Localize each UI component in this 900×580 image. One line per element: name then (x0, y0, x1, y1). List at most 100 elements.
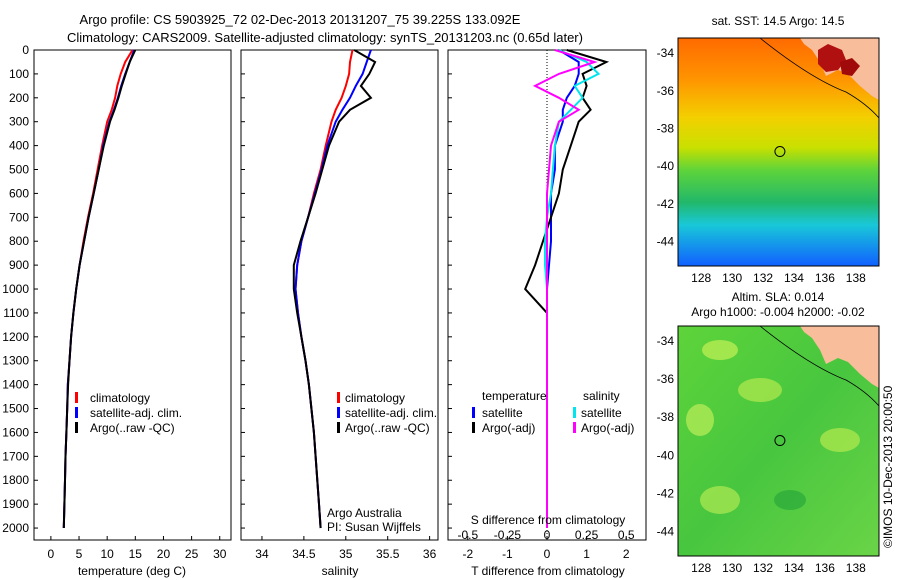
legend-swatch-climatology (337, 392, 340, 403)
lat-tick-label: -36 (657, 372, 675, 386)
depth-tick-label: 900 (9, 258, 29, 272)
temperature-legend: climatology satellite-adj. clim. Argo(..… (75, 391, 182, 435)
lon-tick-label: 130 (722, 271, 742, 285)
depth-tick-label: 1100 (3, 306, 29, 320)
depth-tick-label: 1200 (2, 330, 29, 344)
salinity-xlabel: salinity (322, 564, 359, 578)
depth-tick-labels: 0 100 200 300 400 500 600 700 800 900 1000 1100 1200… (2, 43, 29, 535)
sla-anomaly-patch (700, 486, 740, 514)
sst-map-frame (677, 37, 880, 267)
difference-legend: temperature satellite Argo(-adj) salinit… (472, 389, 634, 435)
x-tick-label: 25 (185, 547, 199, 561)
lat-tick-label: -36 (657, 84, 675, 98)
legend-swatch-t-satellite (472, 407, 475, 418)
sla-map-title-line-1: Altim. SLA: 0.014 (732, 290, 825, 304)
legend-swatch-t-argo (472, 422, 475, 433)
argo-float-marker (774, 146, 786, 158)
lon-tick-label: 134 (784, 271, 804, 285)
legend-swatch-argo (75, 422, 78, 433)
lon-tick-label: 130 (722, 561, 742, 575)
salinity-series (292, 49, 377, 529)
lon-tick-label: 134 (784, 561, 804, 575)
legend-header-salinity: salinity (583, 389, 620, 403)
legend-label-argo: Argo(..raw -QC) (90, 421, 175, 435)
lon-tick-label: 138 (846, 271, 866, 285)
lat-tick-label: -42 (657, 486, 675, 500)
gulf-warm-water (840, 58, 860, 76)
coastline-land (800, 326, 879, 388)
sst-map-panel: sat. SST: 14.5 Argo: 14.5 (657, 14, 880, 285)
x-tick-label: 5 (76, 547, 83, 561)
x-tick-label: 1 (583, 547, 590, 561)
sla-anomaly-patch (686, 404, 714, 436)
depth-tick-label: 700 (9, 210, 29, 224)
lon-tick-label: 136 (815, 561, 835, 575)
s-tick-label: 0 (544, 528, 551, 542)
depth-tick-label: 600 (9, 186, 29, 200)
depth-tick-label: 1900 (2, 497, 29, 511)
x-tick-label: 35 (339, 547, 353, 561)
x-tick-label: 20 (157, 547, 171, 561)
sla-lon-tick-labels: 128 130 132 134 136 138 (691, 561, 866, 575)
annotation-argo-australia: Argo Australia (327, 506, 402, 520)
legend-swatch-satellite (337, 407, 340, 418)
legend-label-satellite: satellite-adj. clim. (90, 406, 182, 420)
lon-tick-label: 128 (691, 271, 711, 285)
depth-tick-label: 1400 (2, 378, 29, 392)
temperature-panel: 0100200300400500600700800900100011001200… (2, 43, 232, 578)
depth-tick-label: 800 (9, 234, 29, 248)
lat-tick-label: -34 (657, 46, 675, 60)
legend-label-climatology: climatology (90, 391, 150, 405)
depth-tick-label: 200 (9, 91, 29, 105)
depth-tick-label: 300 (9, 115, 29, 129)
salinity-legend: climatology satellite-adj. clim. Argo(..… (337, 391, 437, 435)
s-tick-label: 0.25 (575, 528, 599, 542)
temperature-series (62, 49, 137, 529)
sst-lat-tick-labels: -34 -36 -38 -40 -42 -44 (657, 46, 675, 248)
legend-label-s-satellite: satellite (581, 406, 622, 420)
sla-anomaly-patch (774, 490, 806, 510)
series-line (292, 49, 377, 529)
s-difference-tick-labels: -0.5 -0.25 0 0.25 0.5 (457, 528, 634, 542)
lat-tick-label: -38 (657, 410, 675, 424)
s-tick-label: -0.5 (457, 528, 478, 542)
legend-label-satellite: satellite-adj. clim. (345, 406, 437, 420)
sla-anomaly-patch (738, 378, 782, 402)
x-tick-label: 34.5 (292, 547, 316, 561)
lon-tick-label: 132 (753, 271, 773, 285)
sla-map-panel: Altim. SLA: 0.014 Argo h1000: -0.004 h20… (657, 290, 880, 575)
x-tick-label: 2 (623, 547, 630, 561)
imos-credit: ©IMOS 10-Dec-2013 20:00:50 (881, 385, 895, 548)
legend-label-argo: Argo(..raw -QC) (345, 421, 430, 435)
lat-tick-label: -40 (657, 448, 675, 462)
lat-tick-label: -44 (657, 235, 675, 249)
x-tick-label: 36 (423, 547, 437, 561)
lon-tick-label: 132 (753, 561, 773, 575)
series-line (62, 49, 137, 529)
sst-heatmap (678, 38, 879, 266)
x-tick-label: 15 (129, 547, 143, 561)
legend-label-climatology: climatology (345, 391, 405, 405)
lon-tick-label: 128 (691, 561, 711, 575)
legend-swatch-satellite (75, 407, 78, 418)
x-tick-label: 0 (48, 547, 55, 561)
depth-tick-label: 500 (9, 163, 29, 177)
isobath-contour (759, 326, 879, 407)
temperature-tick-labels: 0 5 10 15 20 25 30 (48, 536, 227, 561)
depth-tick-label: 1000 (2, 282, 29, 296)
temperature-xlabel: temperature (deg C) (78, 564, 186, 578)
depth-tick-label: 100 (9, 67, 29, 81)
legend-swatch-s-satellite (573, 407, 576, 418)
legend-label-s-argo: Argo(-adj) (581, 421, 634, 435)
lat-tick-label: -44 (657, 524, 675, 538)
legend-label-t-satellite: satellite (482, 406, 523, 420)
lon-tick-label: 136 (815, 271, 835, 285)
legend-label-t-argo: Argo(-adj) (482, 421, 535, 435)
s-tick-label: 0.5 (618, 528, 635, 542)
sst-lon-tick-labels: 128 130 132 134 136 138 (691, 271, 866, 285)
title-line-1: Argo profile: CS 5903925_72 02-Dec-2013 … (80, 12, 521, 27)
x-tick-label: 34 (255, 547, 269, 561)
x-tick-label: -1 (502, 547, 513, 561)
depth-tick-label: 1500 (2, 402, 29, 416)
x-tick-label: 10 (100, 547, 114, 561)
